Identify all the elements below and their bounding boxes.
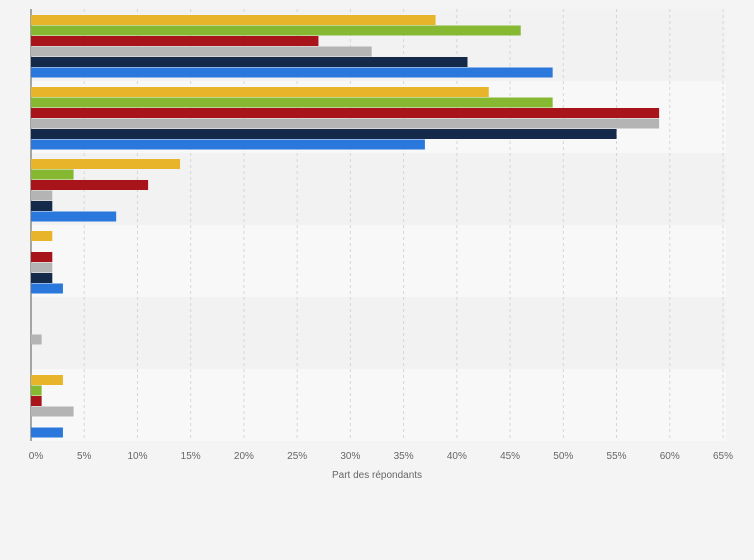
bar: [31, 273, 53, 283]
bar: [31, 118, 660, 129]
x-tick-labels: 0% 5% 10% 15% 20% 25% 30% 35% 40% 45% 50% 55% 60% 65%: [29, 451, 733, 462]
x-tick-label: 10%: [127, 451, 147, 462]
bar: [31, 67, 553, 78]
bar: [31, 427, 63, 438]
bars: [31, 15, 660, 438]
bar: [31, 46, 372, 57]
x-tick-label: 45%: [500, 451, 520, 462]
bar: [31, 169, 74, 180]
category-band: [31, 369, 726, 441]
x-tick-label: 15%: [181, 451, 201, 462]
bar: [31, 15, 436, 25]
bar: [31, 252, 53, 262]
bar: [31, 87, 489, 97]
bar: [31, 406, 74, 417]
bar: [31, 159, 181, 169]
bar: [31, 231, 53, 241]
gridlines: [83, 9, 724, 441]
bar: [31, 201, 53, 211]
x-tick-label: 25%: [287, 451, 307, 462]
bar: [31, 262, 53, 273]
x-tick-label: 30%: [340, 451, 360, 462]
bar: [31, 97, 553, 108]
x-tick-label: 55%: [607, 451, 627, 462]
bar: [31, 396, 42, 406]
x-tick-label: 20%: [234, 451, 254, 462]
x-tick-label: 40%: [447, 451, 467, 462]
x-tick-label: 5%: [77, 451, 92, 462]
x-axis-title: Part des répondants: [332, 470, 422, 481]
bar: [31, 129, 617, 139]
x-tick-label: 60%: [660, 451, 680, 462]
bar: [31, 283, 63, 294]
bar: [31, 190, 53, 201]
x-tick-label: 0%: [29, 451, 44, 462]
bar: [31, 385, 42, 396]
bar: [31, 108, 660, 118]
bar: [31, 334, 42, 345]
bar: [31, 36, 319, 46]
x-tick-label: 35%: [394, 451, 414, 462]
x-tick-label: 50%: [553, 451, 573, 462]
bar: [31, 139, 425, 150]
bar: [31, 25, 521, 36]
bar: [31, 375, 63, 385]
category-band: [31, 297, 726, 369]
category-bands: [31, 9, 726, 441]
bar: [31, 57, 468, 67]
category-band: [31, 225, 726, 297]
bar: [31, 211, 117, 222]
bar: [31, 180, 149, 190]
x-tick-label: 65%: [713, 451, 733, 462]
